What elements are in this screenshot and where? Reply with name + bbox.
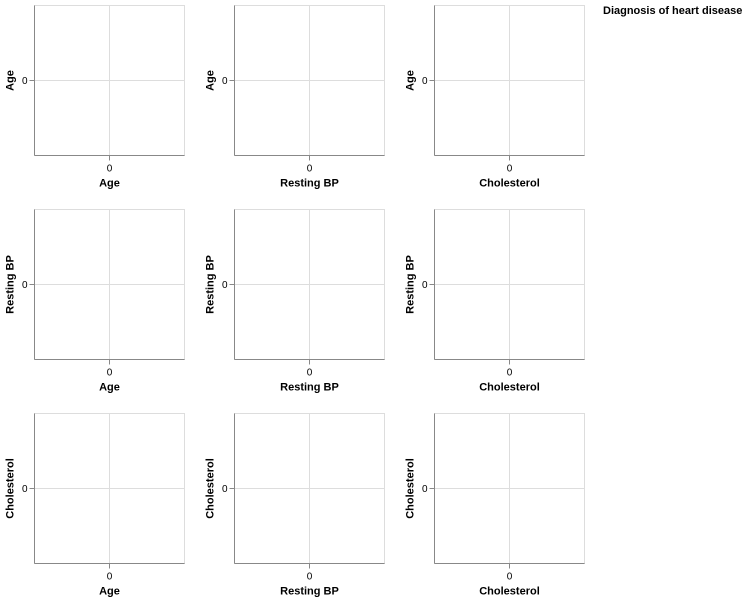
y-axis-title: Age: [5, 70, 17, 91]
panel-age-vs-resting-bp: 0 0 Resting BP Age: [205, 5, 385, 190]
panel-resting-bp-vs-cholesterol: 0 0 Cholesterol Resting BP: [405, 209, 585, 394]
x-axis-title: Age: [99, 382, 120, 394]
panel-age-vs-age: 0 0 Age Age: [5, 5, 185, 190]
y-axis-title: Resting BP: [205, 255, 217, 314]
panel-cholesterol-vs-age: 0 0 Age Cholesterol: [5, 413, 185, 598]
x-axis-title: Cholesterol: [479, 178, 540, 190]
x-tick-label: 0: [507, 164, 513, 175]
y-axis-title: Age: [205, 70, 217, 91]
panel-cholesterol-vs-cholesterol: 0 0 Cholesterol Cholesterol: [405, 413, 585, 598]
x-axis-title: Cholesterol: [479, 586, 540, 598]
panel-age-vs-cholesterol: 0 0 Cholesterol Age: [405, 5, 585, 190]
panel-cholesterol-vs-resting-bp: 0 0 Resting BP Cholesterol: [205, 413, 385, 598]
panel-resting-bp-vs-age: 0 0 Age Resting BP: [5, 209, 185, 394]
y-tick-label: 0: [422, 76, 428, 87]
y-tick-label: 0: [422, 484, 428, 495]
x-axis-title: Cholesterol: [479, 382, 540, 394]
x-tick-label: 0: [307, 368, 313, 379]
y-tick-label: 0: [222, 484, 228, 495]
x-tick-label: 0: [107, 368, 113, 379]
x-tick-label: 0: [307, 572, 313, 583]
y-tick-label: 0: [22, 76, 28, 87]
y-tick-label: 0: [422, 280, 428, 291]
y-axis-title: Cholesterol: [205, 458, 217, 519]
x-axis-title: Age: [99, 178, 120, 190]
x-axis-title: Age: [99, 586, 120, 598]
y-axis-title: Resting BP: [405, 255, 417, 314]
y-axis-title: Resting BP: [5, 255, 17, 314]
x-axis-title: Resting BP: [280, 586, 339, 598]
y-axis-title: Cholesterol: [405, 458, 417, 519]
legend-title: Diagnosis of heart disease: [603, 5, 743, 17]
x-tick-label: 0: [307, 164, 313, 175]
x-axis-title: Resting BP: [280, 382, 339, 394]
y-tick-label: 0: [22, 484, 28, 495]
y-axis-title: Cholesterol: [5, 458, 17, 519]
x-axis-title: Resting BP: [280, 178, 339, 190]
x-tick-label: 0: [107, 164, 113, 175]
panel-resting-bp-vs-resting-bp: 0 0 Resting BP Resting BP: [205, 209, 385, 394]
x-tick-label: 0: [107, 572, 113, 583]
y-tick-label: 0: [22, 280, 28, 291]
y-tick-label: 0: [222, 76, 228, 87]
y-axis-title: Age: [405, 70, 417, 91]
y-tick-label: 0: [222, 280, 228, 291]
x-tick-label: 0: [507, 368, 513, 379]
x-tick-label: 0: [507, 572, 513, 583]
